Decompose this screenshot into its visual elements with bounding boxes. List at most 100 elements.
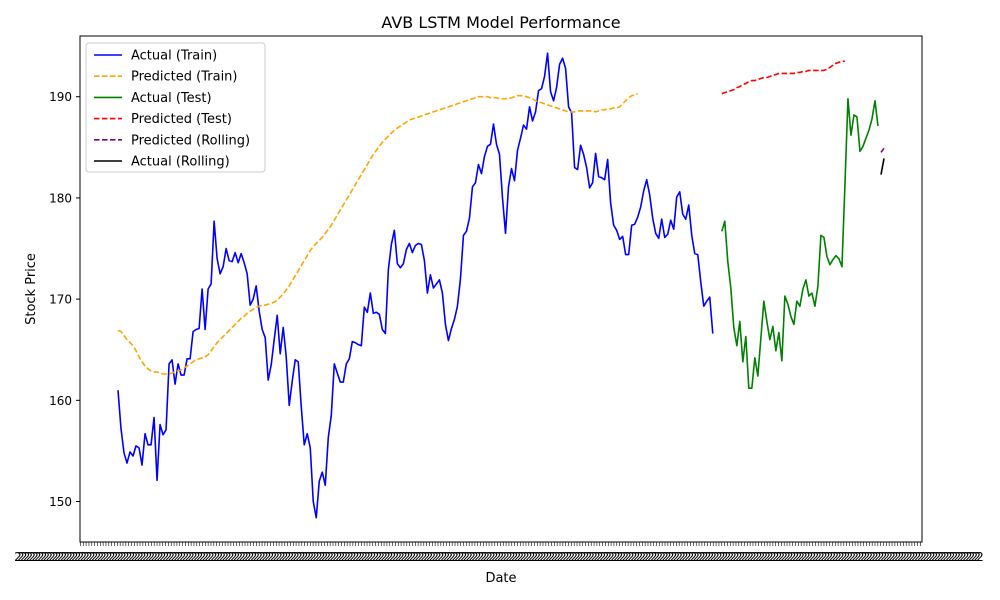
x-tick-label: 2: [519, 550, 527, 564]
x-tick-label: 2: [843, 550, 851, 564]
x-tick-label: 2: [102, 550, 110, 564]
x-tick-label: 2: [775, 550, 783, 564]
x-tick-label: 2: [721, 550, 729, 564]
x-tick-label: 2: [582, 550, 590, 564]
x-tick-label: 2: [553, 550, 561, 564]
x-tick-label: 2: [687, 550, 695, 564]
x-tick-label: 2: [386, 550, 394, 564]
y-tick-label: 190: [49, 90, 72, 104]
x-tick-label: 2: [380, 550, 388, 564]
x-tick-label: 2: [851, 550, 859, 564]
x-tick-label: 2: [624, 550, 632, 564]
x-tick-label: 2: [516, 550, 524, 564]
x-tick-label: 2: [621, 550, 629, 564]
x-tick-label: 2: [142, 550, 150, 564]
x-tick-label: 2: [536, 550, 544, 564]
x-tick-label: 2: [491, 550, 499, 564]
x-tick-label: 2: [627, 550, 635, 564]
x-tick-label: 2: [250, 550, 258, 564]
x-tick-label: 2: [772, 550, 780, 564]
x-tick-label: 2: [363, 550, 371, 564]
x-tick-label: 2: [65, 550, 73, 564]
x-tick-label: 2: [358, 550, 366, 564]
x-tick-label: 2: [942, 550, 950, 564]
x-tick-label: 2: [423, 550, 431, 564]
x-tick-label: 2: [778, 550, 786, 564]
x-tick-label: 2: [162, 550, 170, 564]
x-tick-label: 2: [831, 550, 839, 564]
x-tick-label: 2: [309, 550, 317, 564]
x-tick-label: 2: [962, 550, 970, 564]
x-tick-label: 2: [51, 550, 59, 564]
x-tick-label: 2: [681, 550, 689, 564]
x-tick-label: 2: [636, 550, 644, 564]
x-tick-label: 2: [165, 550, 173, 564]
x-tick-label: 2: [809, 550, 817, 564]
x-tick-label: 2: [758, 550, 766, 564]
x-tick-label: 2: [570, 550, 578, 564]
x-tick-label: 2: [284, 550, 292, 564]
x-tick-label: 2: [792, 550, 800, 564]
x-tick-label: 2: [494, 550, 502, 564]
x-tick-label: 2: [973, 550, 981, 564]
x-tick-label: 2: [607, 550, 615, 564]
x-tick-label: 2: [156, 550, 164, 564]
x-tick-label: 2: [352, 550, 360, 564]
x-tick-label: 2: [233, 550, 241, 564]
x-tick-label: 2: [761, 550, 769, 564]
x-tick-label: 2: [658, 550, 666, 564]
x-tick-label: 2: [803, 550, 811, 564]
x-tick-label: 2: [919, 550, 927, 564]
x-tick-label: 2: [874, 550, 882, 564]
x-tick-label: 2: [505, 550, 513, 564]
x-tick-label: 2: [119, 550, 127, 564]
x-tick-label: 2: [213, 550, 221, 564]
x-tick-label: 2: [255, 550, 263, 564]
x-tick-label: 2: [885, 550, 893, 564]
x-tick-label: 2: [511, 550, 519, 564]
x-tick-label: 2: [829, 550, 837, 564]
x-tick-label: 2: [891, 550, 899, 564]
x-tick-label: 2: [914, 550, 922, 564]
x-tick-label: 2: [551, 550, 559, 564]
x-tick-label: 2: [199, 550, 207, 564]
x-tick-label: 2: [789, 550, 797, 564]
series-line-0: [117, 52, 714, 519]
x-tick-label: 2: [619, 550, 627, 564]
x-tick-label: 2: [953, 550, 961, 564]
x-tick-label: 2: [522, 550, 530, 564]
x-tick-label: 2: [315, 550, 323, 564]
x-tick-label: 2: [860, 550, 868, 564]
x-tick-label: 2: [556, 550, 564, 564]
x-tick-label: 2: [318, 550, 326, 564]
x-tick-label: 2: [94, 550, 102, 564]
x-tick-label: 2: [292, 550, 300, 564]
x-tick-label: 2: [454, 550, 462, 564]
x-tick-label: 2: [261, 550, 269, 564]
x-tick-label: 2: [579, 550, 587, 564]
x-tick-label: 2: [54, 550, 62, 564]
x-tick-label: 2: [559, 550, 567, 564]
x-tick-label: 2: [502, 550, 510, 564]
x-tick-label: 2: [746, 550, 754, 564]
x-tick-label: 2: [945, 550, 953, 564]
x-tick-label: 2: [133, 550, 141, 564]
legend-label: Actual (Train): [131, 49, 217, 64]
x-tick-label: 2: [306, 550, 314, 564]
y-tick-label: 150: [49, 495, 72, 509]
x-tick-label: 2: [701, 550, 709, 564]
x-tick-label: 2: [568, 550, 576, 564]
x-tick-label: 2: [917, 550, 925, 564]
x-tick-label: 2: [179, 550, 187, 564]
x-tick-label: 2: [971, 550, 979, 564]
x-tick-label: 2: [866, 550, 874, 564]
x-tick-label: 2: [565, 550, 573, 564]
x-tick-label: 2: [729, 550, 737, 564]
x-tick-label: 2: [122, 550, 130, 564]
x-tick-label: 2: [238, 550, 246, 564]
x-tick-label: 2: [406, 550, 414, 564]
x-tick-label: 2: [196, 550, 204, 564]
x-tick-label: 2: [817, 550, 825, 564]
x-tick-label: 2: [863, 550, 871, 564]
x-tick-label: 2: [812, 550, 820, 564]
